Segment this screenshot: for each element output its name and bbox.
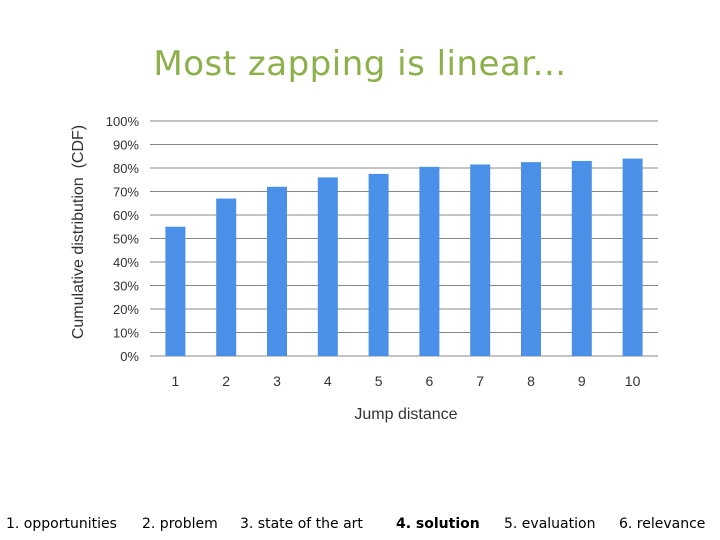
bar (419, 166, 440, 356)
x-tick-label: 1 (172, 373, 180, 389)
nav-item-opportunities[interactable]: 1. opportunities (6, 516, 117, 532)
x-tick-label: 5 (375, 373, 383, 389)
bar (165, 226, 186, 356)
x-tick-label: 2 (222, 373, 230, 389)
nav-item-problem[interactable]: 2. problem (142, 516, 218, 532)
bar (622, 158, 643, 356)
nav-item-solution[interactable]: 4. solution (396, 516, 480, 532)
x-tick-labels: 1 2 3 4 5 6 7 8 9 10 (172, 373, 641, 389)
y-tick-label: 10% (113, 326, 139, 341)
x-tick-label: 8 (527, 373, 535, 389)
y-tick-label: 90% (113, 138, 139, 153)
y-tick-label: 50% (113, 232, 139, 247)
nav-item-relevance[interactable]: 6. relevance (619, 516, 706, 532)
bar (368, 173, 389, 356)
y-tick-label: 0% (120, 349, 139, 364)
x-tick-label: 10 (625, 373, 641, 389)
y-tick-labels: 0% 10% 20% 30% 40% 50% 60% 70% 80% 90% 100% (106, 114, 140, 364)
y-tick-label: 60% (113, 208, 139, 223)
bar (216, 198, 237, 356)
bar (571, 160, 592, 356)
y-tick-label: 20% (113, 302, 139, 317)
x-axis-label: Jump distance (354, 406, 457, 423)
slide-title: Most zapping is linear... (153, 44, 567, 84)
y-tick-label: 30% (113, 279, 139, 294)
nav-item-state-of-the-art[interactable]: 3. state of the art (240, 516, 363, 532)
x-tick-label: 6 (426, 373, 434, 389)
bars (165, 158, 643, 356)
section-nav: 1. opportunities 2. problem 3. state of … (0, 514, 720, 540)
nav-item-evaluation[interactable]: 5. evaluation (504, 516, 596, 532)
y-axis-label: Cumulative distribution (CDF) (70, 125, 87, 339)
y-tick-label: 40% (113, 255, 139, 270)
cdf-bar-chart: 0% 10% 20% 30% 40% 50% 60% 70% 80% 90% 100% 1 2 3 4 5 6… (70, 114, 658, 423)
bar (521, 162, 541, 356)
y-tick-label: 70% (113, 185, 139, 200)
x-tick-label: 7 (476, 373, 484, 389)
x-tick-label: 9 (578, 373, 586, 389)
y-tick-label: 80% (113, 161, 139, 176)
y-tick-label: 100% (106, 114, 140, 129)
bar (317, 177, 338, 356)
bar (470, 164, 491, 356)
x-tick-label: 4 (324, 373, 332, 389)
bar (267, 186, 287, 356)
x-tick-label: 3 (273, 373, 281, 389)
